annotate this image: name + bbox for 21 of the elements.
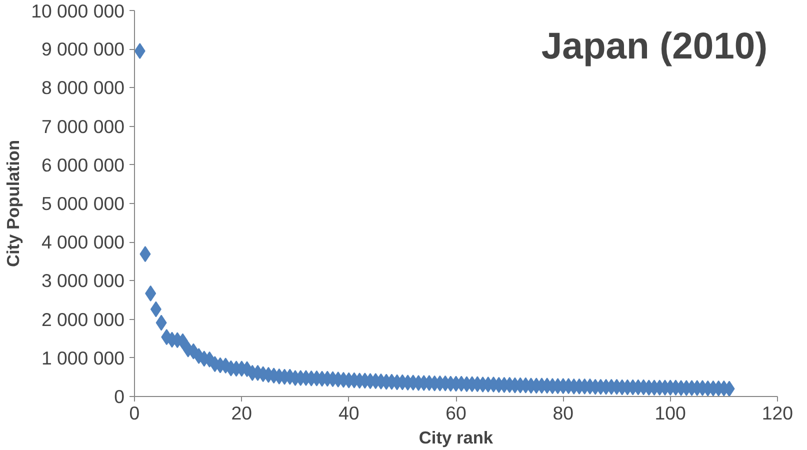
x-tick-label: 20 bbox=[231, 402, 252, 424]
x-tick-label: 120 bbox=[762, 402, 794, 424]
y-tick-label: 6 000 000 bbox=[42, 154, 125, 176]
y-tick-label: 2 000 000 bbox=[42, 308, 125, 330]
chart-title: Japan (2010) bbox=[541, 24, 768, 66]
y-tick-label: 5 000 000 bbox=[42, 193, 125, 214]
y-tick-label: 3 000 000 bbox=[42, 270, 125, 292]
y-axis-title: City Population bbox=[3, 140, 24, 268]
x-tick-label: 60 bbox=[446, 402, 466, 424]
y-tick-label: 10 000 000 bbox=[31, 0, 125, 22]
y-tick-label: 0 bbox=[114, 386, 125, 407]
y-tick-label: 8 000 000 bbox=[42, 77, 125, 98]
y-tick-label: 7 000 000 bbox=[42, 116, 125, 137]
x-tick-label: 100 bbox=[654, 402, 686, 424]
y-tick-label: 9 000 000 bbox=[42, 38, 125, 60]
x-axis-title: City rank bbox=[418, 428, 494, 448]
y-tick-label: 4 000 000 bbox=[42, 232, 125, 253]
x-tick-label: 80 bbox=[552, 402, 574, 424]
x-tick-label: 0 bbox=[129, 402, 140, 424]
x-tick-label: 40 bbox=[338, 402, 360, 424]
y-tick-label: 1 000 000 bbox=[42, 347, 125, 368]
